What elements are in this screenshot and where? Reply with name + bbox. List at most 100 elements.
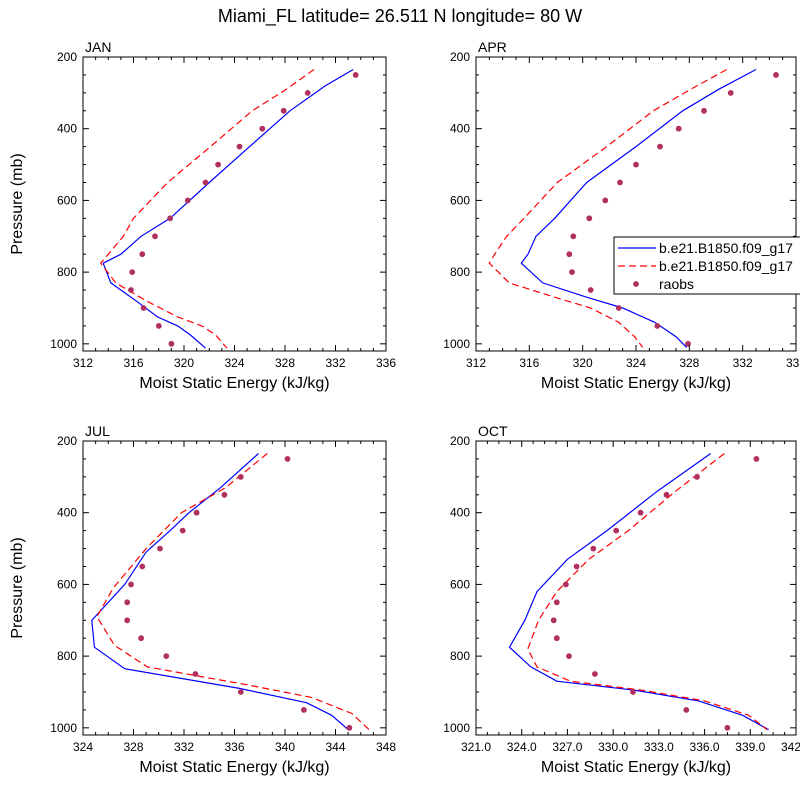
x-tick-label: 332 bbox=[733, 356, 753, 370]
legend-label: raobs bbox=[659, 276, 694, 292]
panel-jan: 312 316 320 324 328 332 336 200 400 600 800 1000 JAN… bbox=[9, 39, 396, 392]
series-line-red-dashed bbox=[527, 453, 768, 731]
x-tick-label: 342.0 bbox=[781, 740, 800, 754]
plot-area bbox=[99, 68, 359, 349]
y-tick-label: 800 bbox=[57, 265, 77, 279]
plot-area bbox=[508, 453, 769, 731]
x-tick-label: 330.0 bbox=[598, 740, 628, 754]
raobs-point bbox=[152, 233, 158, 240]
raobs-point bbox=[128, 581, 134, 588]
x-tick-label: 316 bbox=[123, 356, 143, 370]
y-tick-label: 1000 bbox=[443, 721, 470, 735]
panel-label: JAN bbox=[85, 39, 111, 55]
raobs-point bbox=[192, 671, 199, 677]
series-line-red-dashed bbox=[96, 453, 372, 732]
y-tick-label: 200 bbox=[57, 434, 77, 448]
panel-apr: 312 316 320 324 328 332 336 200 400 600 800 1000 APR… bbox=[443, 39, 800, 392]
x-tick-label: 340 bbox=[275, 740, 295, 754]
y-tick-label: 400 bbox=[57, 122, 77, 136]
y-tick-label: 800 bbox=[450, 265, 470, 279]
x-tick-label: 332 bbox=[174, 740, 194, 754]
raobs-point bbox=[701, 107, 707, 114]
raobs-point bbox=[139, 251, 146, 258]
y-tick-label: 1000 bbox=[50, 337, 77, 351]
series-line-red-dashed bbox=[99, 69, 315, 349]
raobs-point bbox=[563, 581, 569, 588]
raobs-point bbox=[724, 724, 731, 731]
x-tick-label: 336 bbox=[786, 356, 800, 370]
panel-jul: 324 328 332 336 340 344 348 200 400 600 800 1000 JUL… bbox=[9, 423, 396, 776]
raobs-point bbox=[280, 107, 287, 114]
panel-label: JUL bbox=[85, 423, 110, 439]
y-axis-label: Pressure (mb) bbox=[9, 537, 26, 638]
x-tick-label: 320 bbox=[174, 356, 194, 370]
y-tick-label: 400 bbox=[450, 122, 470, 136]
x-tick-label: 348 bbox=[376, 740, 396, 754]
raobs-point bbox=[615, 305, 622, 311]
series-line-blue-solid bbox=[102, 68, 354, 349]
raobs-point bbox=[602, 197, 609, 204]
raobs-point bbox=[566, 653, 572, 659]
y-axis-label: Pressure (mb) bbox=[9, 153, 26, 254]
series-line-blue-solid bbox=[508, 453, 769, 731]
raobs-point bbox=[167, 215, 174, 222]
raobs-point bbox=[553, 599, 560, 606]
raobs-point bbox=[202, 179, 209, 186]
raobs-point bbox=[304, 90, 311, 96]
raobs-point bbox=[163, 653, 170, 659]
raobs-point bbox=[155, 323, 162, 329]
raobs-point bbox=[592, 671, 598, 677]
y-tick-label: 600 bbox=[57, 193, 77, 207]
plot-area bbox=[488, 68, 779, 348]
raobs-point bbox=[569, 269, 575, 275]
plot-area bbox=[91, 453, 372, 732]
raobs-point bbox=[284, 456, 291, 462]
raobs-point bbox=[236, 143, 243, 150]
raobs-point bbox=[184, 197, 191, 204]
raobs-point bbox=[573, 563, 580, 570]
panel-label: APR bbox=[478, 39, 507, 55]
x-tick-label: 324 bbox=[73, 740, 93, 754]
y-tick-label: 400 bbox=[57, 506, 77, 520]
raobs-point bbox=[237, 474, 244, 480]
x-tick-label: 312 bbox=[466, 356, 486, 370]
x-tick-label: 344 bbox=[325, 740, 345, 754]
raobs-point bbox=[663, 491, 670, 498]
raobs-point bbox=[139, 563, 146, 570]
x-tick-label: 328 bbox=[679, 356, 699, 370]
raobs-point bbox=[570, 233, 577, 240]
raobs-point bbox=[301, 707, 307, 713]
x-axis-label: Moist Static Energy (kJ/kg) bbox=[541, 759, 731, 776]
raobs-point bbox=[630, 689, 636, 695]
raobs-point bbox=[259, 125, 266, 132]
y-tick-label: 200 bbox=[450, 50, 470, 64]
raobs-point bbox=[129, 269, 136, 275]
raobs-point bbox=[613, 527, 620, 534]
panels: 312 316 320 324 328 332 336 200 400 600 800 1000 JAN… bbox=[9, 39, 800, 776]
legend-marker bbox=[633, 281, 639, 287]
series-line-blue-solid bbox=[520, 68, 757, 348]
y-tick-label: 600 bbox=[450, 193, 470, 207]
series-line-red-dashed bbox=[488, 68, 727, 348]
raobs-point bbox=[694, 474, 700, 480]
x-tick-label: 336 bbox=[224, 740, 244, 754]
raobs-point bbox=[587, 287, 594, 293]
x-tick-label: 336 bbox=[376, 356, 396, 370]
x-axis-label: Moist Static Energy (kJ/kg) bbox=[541, 375, 731, 392]
legend-label: b.e21.B1850.f09_g17 bbox=[659, 240, 793, 256]
y-tick-label: 400 bbox=[450, 506, 470, 520]
raobs-point bbox=[617, 179, 623, 186]
raobs-point bbox=[138, 635, 145, 642]
raobs-point bbox=[727, 90, 734, 96]
plot-frame bbox=[475, 56, 797, 352]
raobs-point bbox=[193, 509, 200, 516]
x-tick-label: 339.0 bbox=[735, 740, 765, 754]
raobs-point bbox=[237, 689, 244, 695]
raobs-point bbox=[637, 509, 644, 516]
x-tick-label: 324 bbox=[626, 356, 646, 370]
raobs-point bbox=[773, 72, 779, 78]
x-tick-label: 332 bbox=[325, 356, 345, 370]
raobs-point bbox=[633, 161, 639, 168]
raobs-point bbox=[753, 456, 760, 462]
raobs-point bbox=[683, 707, 690, 713]
